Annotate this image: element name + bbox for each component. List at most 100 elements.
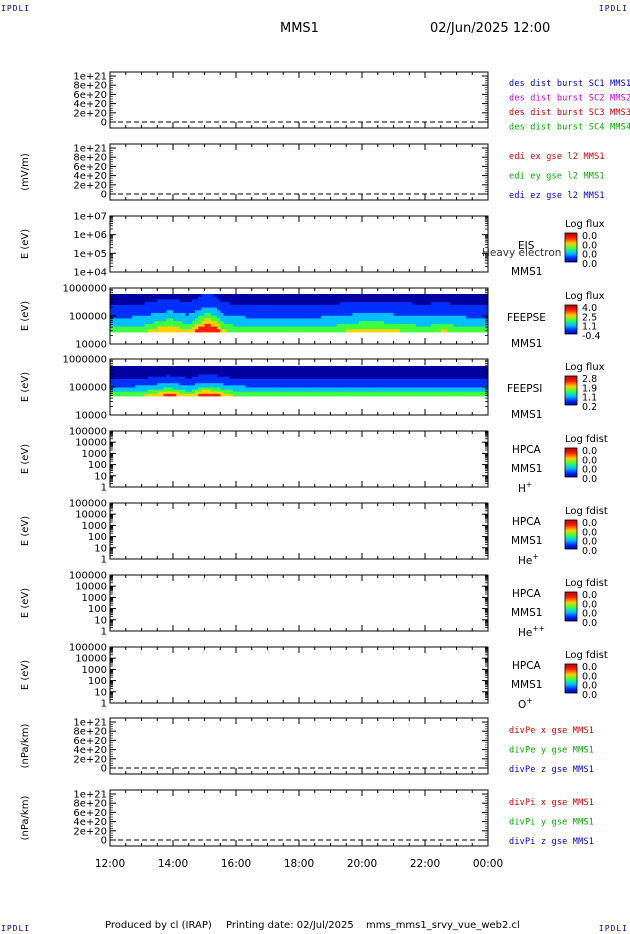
spectrogram-cell bbox=[160, 387, 164, 390]
spectrogram-cell bbox=[176, 296, 180, 300]
spectrogram-cell bbox=[289, 294, 294, 298]
spectrogram-cell bbox=[128, 323, 133, 327]
spectrogram-cell bbox=[465, 389, 470, 393]
spectrogram-cell bbox=[160, 313, 164, 317]
spectrogram-cell bbox=[371, 313, 375, 317]
spectrogram-cell bbox=[440, 296, 445, 300]
spectrogram-cell bbox=[380, 366, 385, 369]
spectrogram-cell bbox=[346, 313, 350, 317]
spectrogram-cell bbox=[229, 326, 234, 330]
spectrogram-cell bbox=[418, 378, 423, 382]
spectrogram-cell bbox=[144, 294, 149, 298]
spectrogram-cell bbox=[122, 393, 127, 397]
colorbar bbox=[564, 663, 578, 694]
spectrogram-cell bbox=[125, 304, 130, 308]
spectrogram-cell bbox=[406, 376, 410, 380]
spectrogram-cell bbox=[425, 304, 429, 308]
spectrogram-cell bbox=[248, 368, 253, 371]
spectrogram-cell bbox=[132, 323, 136, 327]
spectrogram-cell bbox=[119, 310, 123, 314]
spectrogram-cell bbox=[380, 299, 385, 303]
spectrogram-cell bbox=[261, 299, 265, 303]
spectrogram-cell bbox=[450, 315, 454, 319]
spectrogram-cell bbox=[138, 374, 142, 378]
instrument-label: FEEPSE bbox=[507, 312, 546, 324]
spectrogram-cell bbox=[138, 326, 142, 330]
spectrogram-cell bbox=[440, 372, 445, 375]
spectrogram-cell bbox=[472, 321, 476, 325]
spectrogram-cell bbox=[239, 307, 243, 311]
spectrogram-cell bbox=[157, 299, 161, 303]
spectrogram-cell bbox=[402, 326, 407, 330]
spectrogram-cell bbox=[406, 313, 410, 317]
spectrogram-cell bbox=[173, 294, 177, 298]
spectrogram-cell bbox=[213, 329, 218, 333]
spectrogram-cell bbox=[210, 326, 215, 330]
spectrogram-cell bbox=[443, 296, 448, 300]
spectrogram-cell bbox=[251, 391, 256, 395]
spectrogram-cell bbox=[201, 378, 205, 382]
spectrogram-cell bbox=[358, 374, 363, 378]
spectrogram-cell bbox=[245, 326, 249, 330]
spectrogram-cell bbox=[188, 304, 193, 308]
spectrogram-cell bbox=[440, 304, 445, 308]
spectrogram-cell bbox=[226, 391, 231, 395]
spectrogram-cell bbox=[236, 376, 240, 380]
spectrogram-cell bbox=[302, 310, 306, 314]
spectrogram-cell bbox=[428, 391, 432, 395]
spectrogram-cell bbox=[368, 307, 372, 311]
spectrogram-cell bbox=[314, 318, 319, 322]
spectrogram-cell bbox=[276, 381, 281, 384]
spectrogram-cell bbox=[169, 381, 174, 384]
spectrogram-cell bbox=[390, 383, 394, 386]
spectrogram-cell bbox=[299, 299, 303, 303]
spectrogram-cell bbox=[336, 323, 341, 327]
spectrogram-cell bbox=[141, 370, 146, 373]
spectrogram-cell bbox=[443, 366, 448, 369]
spectrogram-cell bbox=[141, 378, 146, 382]
spectrogram-cell bbox=[368, 299, 372, 303]
spectrogram-cell bbox=[166, 389, 171, 393]
spectrogram-cell bbox=[141, 366, 146, 369]
spectrogram-cell bbox=[399, 383, 404, 386]
spectrogram-cell bbox=[346, 370, 350, 373]
spectrogram-cell bbox=[195, 385, 199, 388]
spectrogram-cell bbox=[437, 372, 442, 375]
spectrogram-cell bbox=[280, 372, 284, 375]
spectrogram-cell bbox=[459, 368, 464, 371]
spectrogram-cell bbox=[182, 310, 186, 314]
spectrogram-cell bbox=[431, 323, 435, 327]
spectrogram-cell bbox=[245, 299, 249, 303]
spectrogram-cell bbox=[210, 302, 215, 306]
spectrogram-cell bbox=[223, 368, 227, 371]
spectrogram-cell bbox=[223, 376, 227, 380]
spectrogram-cell bbox=[440, 302, 445, 306]
spectrogram-cell bbox=[191, 323, 196, 327]
spectrogram-cell bbox=[447, 393, 451, 397]
spectrogram-cell bbox=[425, 372, 429, 375]
spectrogram-cell bbox=[248, 387, 253, 390]
spectrogram-cell bbox=[393, 391, 398, 395]
spectrogram-cell bbox=[440, 370, 445, 373]
spectrogram-cell bbox=[308, 294, 312, 298]
colorbar-label: 0.0 bbox=[582, 446, 597, 457]
spectrogram-cell bbox=[447, 310, 451, 314]
spectrogram-cell bbox=[317, 387, 322, 390]
spectrogram-cell bbox=[135, 366, 139, 369]
spectrogram-cell bbox=[276, 321, 281, 325]
spectrogram-cell bbox=[254, 294, 259, 298]
spectrogram-cell bbox=[239, 294, 243, 298]
spectrogram-cell bbox=[286, 294, 290, 298]
spectrogram-cell bbox=[283, 385, 287, 388]
colorbar-label: 4.0 bbox=[582, 303, 597, 314]
y-tick-label: 0 bbox=[101, 764, 107, 775]
spectrogram-cell bbox=[399, 385, 404, 388]
spectrogram-cell bbox=[116, 368, 120, 371]
spectrogram-cell bbox=[128, 381, 133, 384]
spectrogram-cell bbox=[113, 383, 117, 386]
spectrogram-cell bbox=[437, 383, 442, 386]
spectrogram-cell bbox=[365, 378, 369, 382]
spectrogram-cell bbox=[453, 329, 457, 333]
spectrogram-cell bbox=[362, 381, 366, 384]
spectrogram-cell bbox=[207, 326, 212, 330]
